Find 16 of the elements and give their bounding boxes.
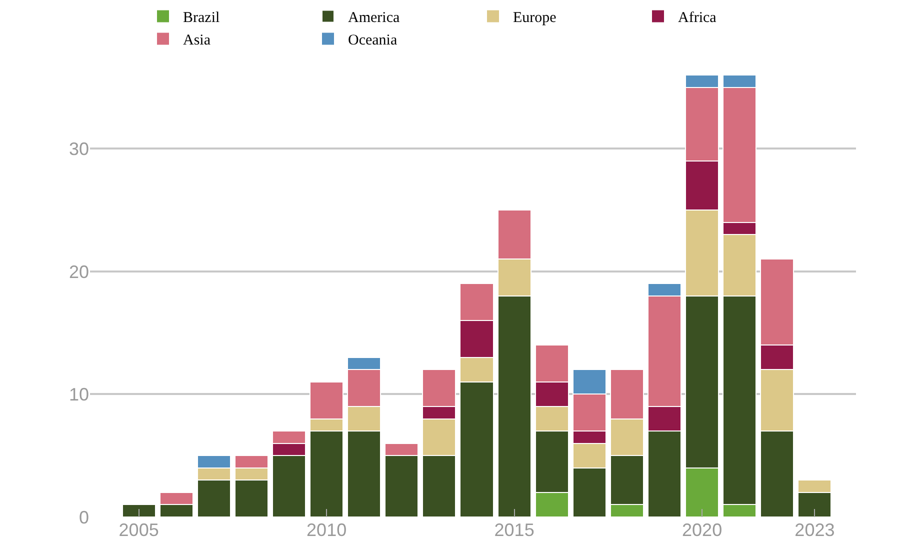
x-tick-label: 2020 xyxy=(682,520,722,540)
legend-label: Brazil xyxy=(183,10,220,26)
legend-label: Africa xyxy=(678,10,717,26)
bar xyxy=(122,504,156,517)
x-tick-label: 2005 xyxy=(118,520,159,540)
x-tick-label: 2015 xyxy=(494,520,534,540)
y-tick-label: 20 xyxy=(68,262,89,282)
y-tick-label: 10 xyxy=(68,384,89,405)
y-tick-label: 30 xyxy=(68,138,89,159)
y-tick-label: 0 xyxy=(78,507,89,528)
legend-label: America xyxy=(348,10,400,26)
legend-label: Oceania xyxy=(348,32,398,49)
x-tick-label: 2010 xyxy=(306,520,347,540)
legend-label: Europe xyxy=(513,10,557,26)
legend-label: Asia xyxy=(183,32,211,49)
x-tick-label: 2023 xyxy=(794,520,835,540)
